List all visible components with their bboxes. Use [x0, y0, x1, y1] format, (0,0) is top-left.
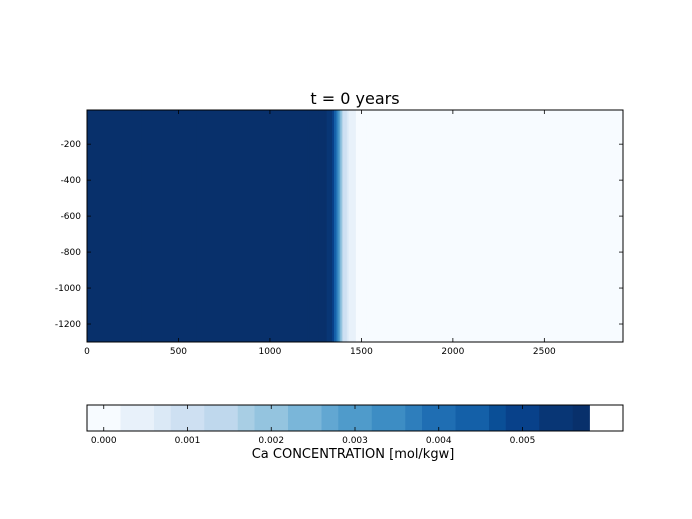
heatmap-cell — [346, 110, 350, 342]
heatmap-cell — [324, 110, 328, 342]
heatmap-cell — [337, 110, 340, 342]
colorbar-swatch — [539, 405, 574, 431]
colorbar-swatch — [120, 405, 155, 431]
heatmap-cell — [366, 110, 432, 342]
colorbar-tick-label: 0.004 — [426, 436, 452, 446]
y-tick-label: -1200 — [55, 320, 81, 330]
x-tick-label: 1000 — [258, 347, 281, 357]
colorbar-label: Ca CONCENTRATION [mol/kgw] — [252, 447, 455, 462]
heatmap-cell — [326, 110, 330, 342]
heatmap-cell — [309, 110, 312, 342]
heatmap-cell — [348, 110, 352, 342]
heatmap-cell — [430, 110, 496, 342]
heatmap-cell — [87, 110, 143, 342]
colorbar-swatch — [371, 405, 406, 431]
colorbar-swatch — [154, 405, 172, 431]
heatmap-cell — [312, 110, 316, 342]
y-tick-label: -200 — [61, 140, 82, 150]
colorbar-swatch — [572, 405, 590, 431]
plot-frame — [86, 109, 624, 343]
colorbar-tick-label: 0.000 — [91, 436, 117, 446]
colorbar-tick-label: 0.005 — [510, 436, 536, 446]
heatmap-cell — [354, 110, 357, 342]
heatmap-cell — [360, 110, 363, 342]
colorbar-swatch — [204, 405, 239, 431]
heatmap-cell — [342, 110, 344, 342]
heatmap-cell — [307, 110, 310, 342]
x-tick-label: 500 — [170, 347, 187, 357]
heatmap-cell — [341, 110, 343, 342]
heatmap-cell — [344, 110, 348, 342]
chart-title: t = 0 years — [310, 89, 399, 108]
heatmap-cell — [335, 110, 338, 342]
y-tick-label: -800 — [61, 248, 82, 258]
heatmap-cell — [196, 110, 253, 342]
heatmap-cell — [321, 110, 326, 342]
heatmap-cell — [251, 110, 308, 342]
heatmap-plot: 0 500 1000 1500 2000 2500 -200 -400 -600 -800 -100… — [55, 89, 624, 357]
colorbar-swatch — [170, 405, 205, 431]
heatmap-cell — [315, 110, 320, 342]
colorbar-swatch — [489, 405, 507, 431]
colorbar-swatch — [455, 405, 490, 431]
colorbar-swatch — [338, 405, 373, 431]
heatmap-cell — [332, 110, 334, 342]
colorbar-swatch — [288, 405, 322, 431]
heatmap-cell — [318, 110, 323, 342]
heatmap-cell — [333, 110, 335, 342]
heatmap-cell — [330, 110, 333, 342]
heatmap-cell — [494, 110, 560, 342]
x-tick-label: 2000 — [441, 347, 464, 357]
colorbar-swatch — [405, 405, 423, 431]
heatmap-cell — [340, 110, 342, 342]
heatmap-cell — [328, 110, 331, 342]
y-tick-label: -600 — [61, 212, 82, 222]
colorbar-swatch — [254, 405, 289, 431]
colorbar-swatch — [237, 405, 255, 431]
heatmap-cell — [364, 110, 368, 342]
colorbar-tick-label: 0.003 — [342, 436, 368, 446]
heatmap-cell — [334, 110, 337, 342]
colorbar-tick-label: 0.002 — [258, 436, 284, 446]
heatmap-cell — [355, 110, 359, 342]
y-tick-label: -400 — [61, 176, 82, 186]
heatmap-cell — [141, 110, 198, 342]
x-tick-label: 0 — [84, 347, 90, 357]
colorbar: 0.000 0.001 0.002 0.003 0.004 0.005 Ca CONCENT… — [86, 404, 624, 462]
heatmap-cell — [352, 110, 355, 342]
heatmap-cell — [343, 110, 346, 342]
heatmap-field — [87, 110, 623, 342]
heatmap-cell — [310, 110, 313, 342]
y-tick-label: -1000 — [55, 284, 81, 294]
heatmap-cell — [339, 110, 341, 342]
colorbar-tick-label: 0.001 — [175, 436, 201, 446]
heatmap-cell — [336, 110, 339, 342]
heatmap-cell — [350, 110, 353, 342]
colorbar-swatch — [422, 405, 456, 431]
colorbar-swatch — [321, 405, 339, 431]
heatmap-cell — [306, 110, 309, 342]
heatmap-cell — [333, 110, 336, 342]
colorbar-swatch — [87, 405, 121, 431]
heatmap-cell — [357, 110, 361, 342]
heatmap-cell — [362, 110, 366, 342]
heatmap-cell — [338, 110, 341, 342]
heatmap-cell — [558, 110, 623, 342]
colorbar-swatch — [505, 405, 540, 431]
x-tick-label: 2500 — [533, 347, 556, 357]
x-tick-label: 1500 — [350, 347, 373, 357]
